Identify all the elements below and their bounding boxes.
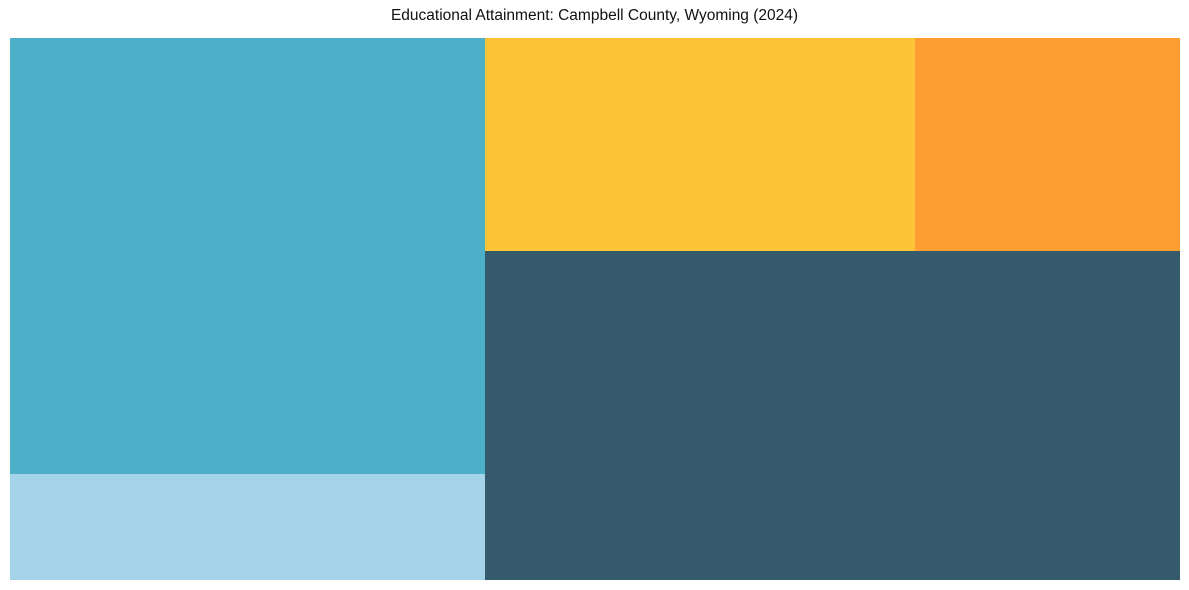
treemap-rect-r3 bbox=[485, 38, 915, 251]
treemap-rect-r1 bbox=[10, 38, 485, 474]
treemap-plot-area bbox=[10, 38, 1180, 580]
treemap-rect-r2 bbox=[10, 474, 485, 580]
treemap-rect-r4 bbox=[915, 38, 1180, 251]
treemap-rect-r5 bbox=[485, 251, 1180, 580]
chart-title: Educational Attainment: Campbell County,… bbox=[390, 7, 799, 24]
